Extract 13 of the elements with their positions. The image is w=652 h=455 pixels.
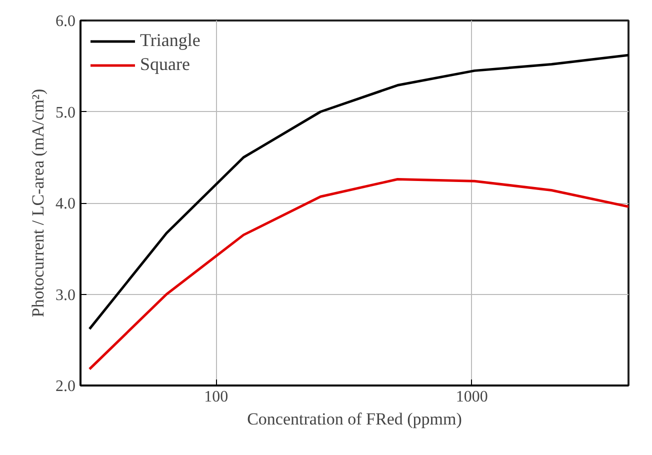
x-tick-label: 100	[204, 388, 228, 406]
y-tick-label: 6.0	[56, 13, 76, 30]
y-tick-label: 5.0	[56, 104, 76, 122]
y-axis-title: Photocurrent / LC-area (mA/cm²)	[28, 88, 48, 318]
y-tick-label: 2.0	[56, 378, 76, 395]
line-series	[88, 54, 628, 330]
x-axis-title: Concentration of FRed (ppmm)	[247, 410, 462, 428]
legend-label: Square	[140, 54, 190, 75]
x-tick-label: 1000	[456, 388, 488, 406]
legend-label: Triangle	[140, 30, 200, 51]
y-tick-label: 4.0	[56, 196, 76, 212]
y-tick-label: 3.0	[56, 286, 76, 304]
line-series	[88, 178, 628, 370]
